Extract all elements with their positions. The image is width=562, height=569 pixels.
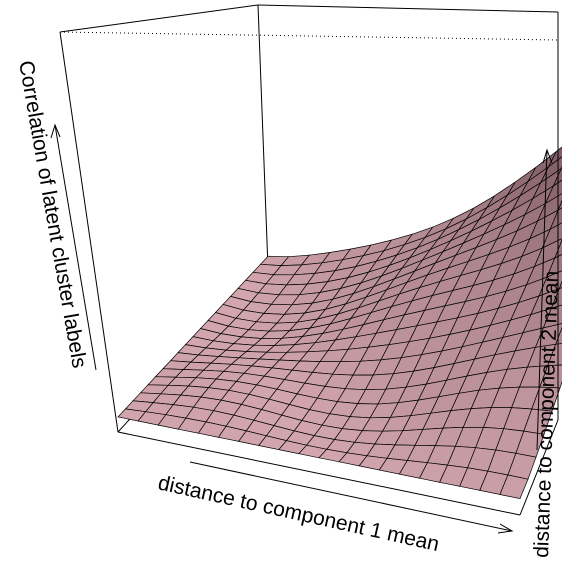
surface-facet [558,280,562,290]
surface-facet [555,326,562,345]
box-edge [257,4,269,269]
plot-box-front [117,12,559,516]
box-edge [59,31,559,41]
x-axis-label: distance to component 1 mean [156,471,441,556]
z-axis-arrow [50,123,97,371]
surface-facet [499,474,529,500]
box-edge [59,31,119,433]
surface-facet [549,207,562,231]
surface-facet [557,199,562,212]
surface-mesh [117,146,562,500]
x-axis-arrow [189,461,514,534]
box-edge [257,4,559,13]
box-edge [519,419,559,516]
y-axis-arrow [536,148,553,451]
z-axis-label: Correlation of latent cluster labels [14,59,91,370]
surface-facet [550,287,562,309]
box-edge [117,431,521,516]
box-edge [59,4,259,33]
